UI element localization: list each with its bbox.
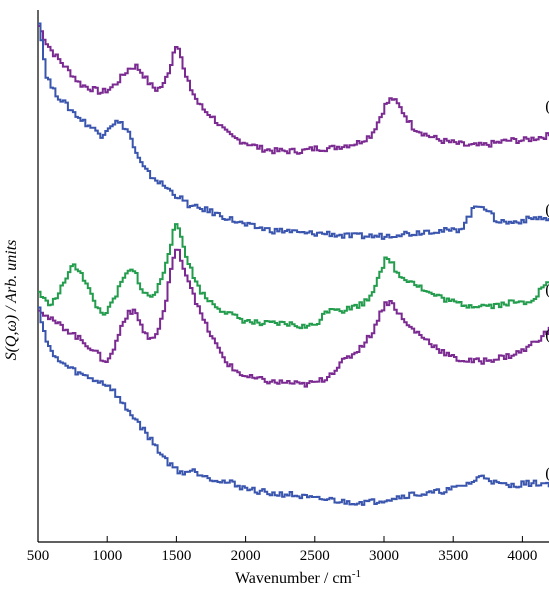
series-label-e: (e) (545, 98, 549, 115)
x-tick-label-3000: 3000 (369, 548, 399, 564)
x-tick-label-3500: 3500 (438, 548, 468, 564)
plot-frame (37, 10, 549, 543)
series-line-e (38, 25, 549, 155)
x-tick-label-4000: 4000 (507, 548, 537, 564)
series-line-c (38, 223, 549, 330)
series-lines (38, 22, 549, 506)
x-tick-labels: 500 1000 1500 2000 2500 3000 3500 4000 (27, 548, 538, 564)
x-ticks (37, 536, 523, 542)
series-line-b (38, 248, 549, 388)
series-label-b: (b) (545, 327, 549, 344)
x-tick-label-2500: 2500 (300, 548, 330, 564)
x-tick-label-2000: 2000 (231, 548, 261, 564)
x-tick-label-1000: 1000 (92, 548, 122, 564)
series-label-c: (c) (545, 281, 549, 298)
x-axis-label: Wavenumber / cm-1 (235, 568, 361, 587)
series-line-d (38, 22, 549, 240)
series-label-a: (a) (545, 465, 549, 482)
series-line-a (38, 306, 549, 506)
x-tick-label-1500: 1500 (161, 548, 191, 564)
y-axis-label: S(Q,ω) / Arb. units (3, 240, 20, 361)
series-labels: (e) (d) (c) (b) (a) (545, 98, 549, 482)
x-tick-label-500: 500 (27, 548, 50, 564)
series-label-d: (d) (545, 202, 549, 219)
